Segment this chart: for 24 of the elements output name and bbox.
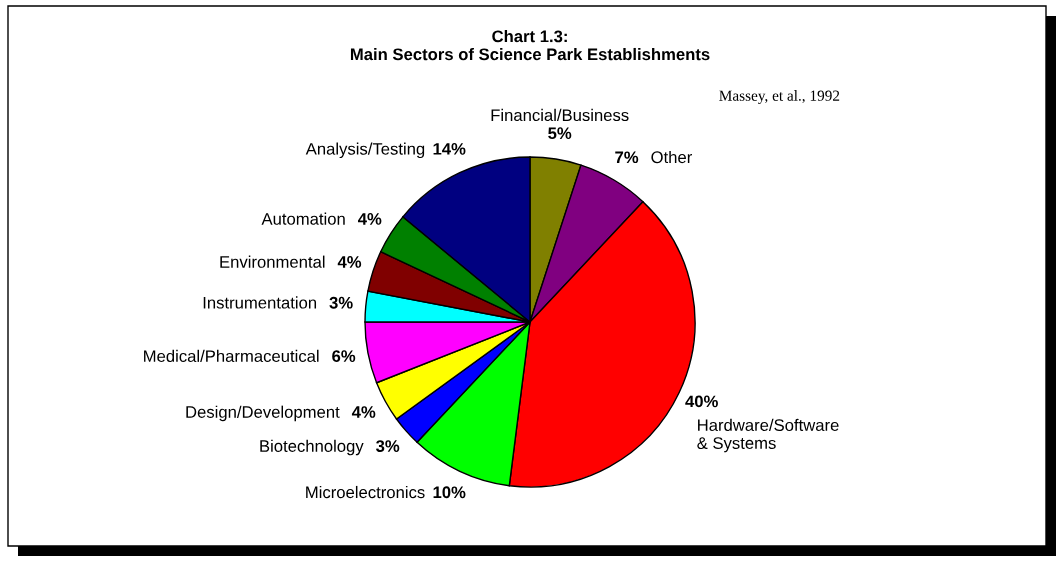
slice-label: Environmental — [220, 255, 325, 268]
data-label: 10% — [433, 486, 466, 499]
data-label: 14% — [433, 143, 466, 155]
slice-label: Instrumentation — [203, 296, 317, 309]
data-label: 4% — [358, 213, 382, 225]
data-label: 5% — [548, 127, 572, 140]
slice-label: Microelectronics — [306, 485, 425, 499]
data-label: 40% — [685, 395, 718, 408]
slice-label: Design/Development — [186, 405, 340, 422]
data-label: 3% — [376, 440, 400, 452]
slice-label: Other — [651, 150, 692, 164]
data-label: 4% — [337, 256, 362, 268]
slice-label: Medical/Pharmaceutical — [144, 349, 319, 363]
slice-label: Biotechnology — [260, 439, 364, 456]
data-label: 3% — [329, 296, 353, 309]
text: Massey, et al., 1992 — [719, 90, 840, 104]
chart-title: Chart 1.3: Main Sectors of Science Park Establishments — [350, 30, 710, 61]
data-label: 7% — [615, 151, 639, 164]
slice-label: Hardware/Software & Systems — [697, 418, 839, 453]
data-label: 4% — [351, 406, 376, 418]
slice-label: Automation — [261, 212, 345, 225]
slice-label: Analysis/Testing — [305, 142, 425, 159]
slice-label: Financial/Business — [491, 108, 629, 122]
data-label: 6% — [332, 350, 356, 363]
